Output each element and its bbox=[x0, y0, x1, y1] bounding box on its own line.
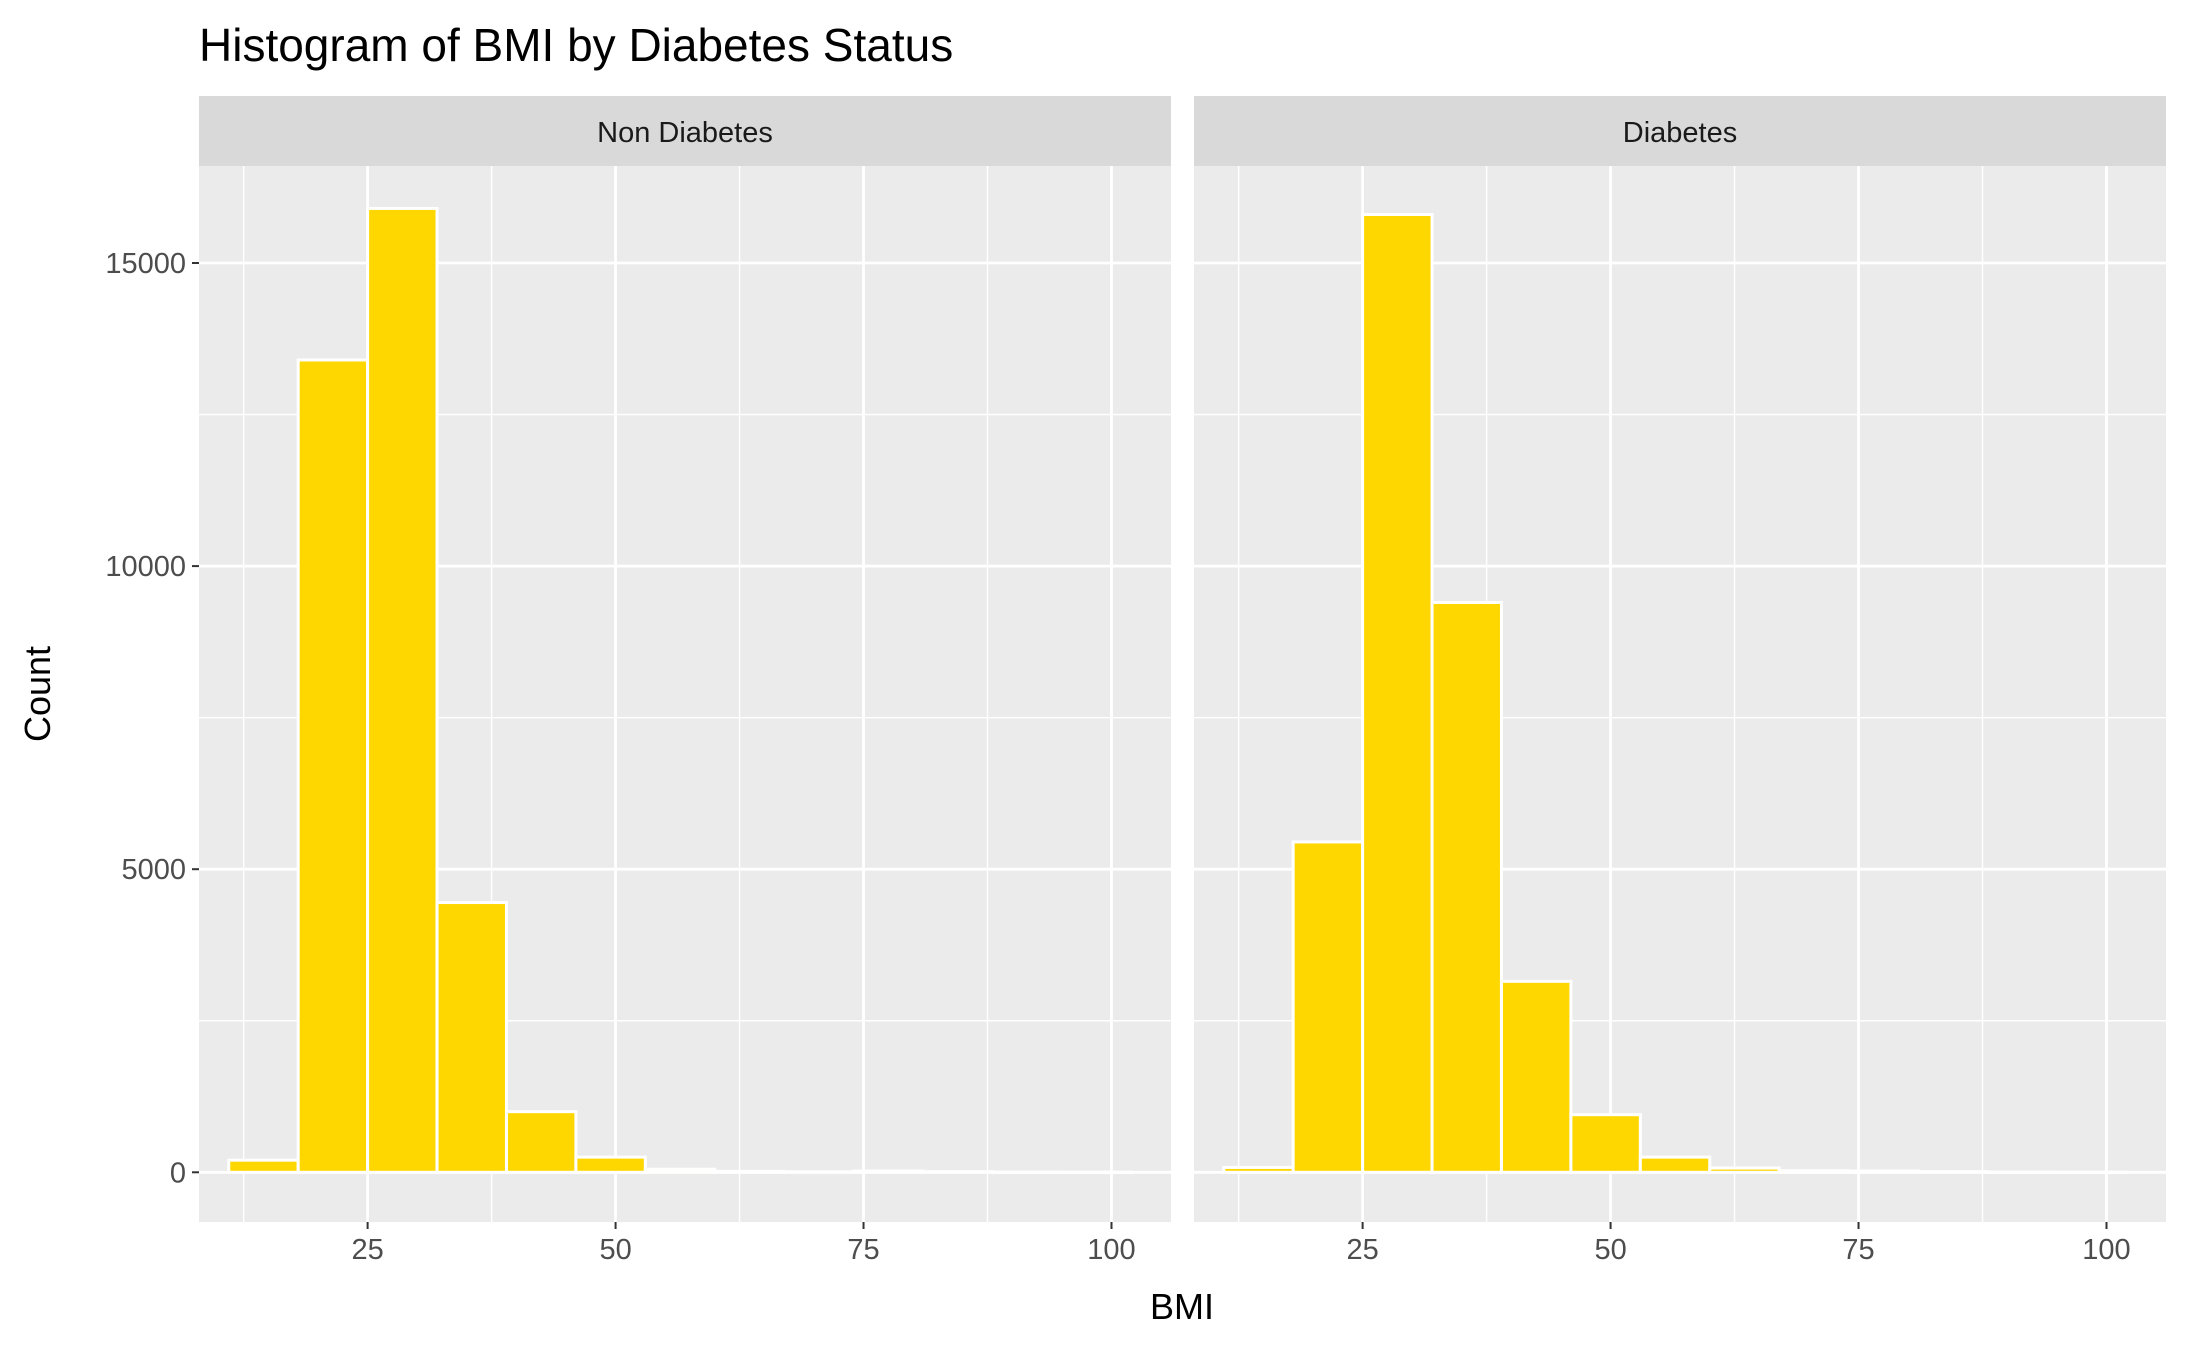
x-tick-label: 25 bbox=[1346, 1234, 1378, 1266]
histogram-bar bbox=[1060, 1170, 1133, 1175]
strip-label: Diabetes bbox=[1623, 117, 1737, 149]
facet-panels: Non Diabetes 25 50 75 100 Diabetes 25 50 75 100 bbox=[199, 96, 2166, 1266]
histogram-bar bbox=[643, 1167, 717, 1174]
x-axis-title: BMI bbox=[1150, 1286, 1214, 1327]
strip-label: Non Diabetes bbox=[597, 117, 773, 149]
histogram-bar bbox=[366, 206, 439, 1174]
histogram-bar bbox=[227, 1158, 300, 1174]
y-axis: 0 5000 10000 15000 bbox=[105, 248, 199, 1189]
x-tick-label: 75 bbox=[1842, 1234, 1874, 1266]
strip-background bbox=[199, 96, 1171, 166]
histogram-bar bbox=[1222, 1165, 1295, 1174]
histogram-bar bbox=[1291, 840, 1365, 1174]
histogram-bar bbox=[1777, 1169, 1851, 1174]
y-tick-label: 0 bbox=[170, 1157, 186, 1189]
histogram-bar bbox=[435, 901, 508, 1174]
x-tick-label: 100 bbox=[2082, 1234, 2130, 1266]
x-tick-label: 100 bbox=[1087, 1234, 1135, 1266]
histogram-bar bbox=[574, 1155, 647, 1174]
facet-panel-0: Non Diabetes 25 50 75 100 bbox=[199, 96, 1171, 1266]
histogram-bar bbox=[1361, 212, 1434, 1174]
histogram-bar bbox=[713, 1169, 786, 1174]
histogram-bar bbox=[1916, 1170, 1989, 1174]
strip-background bbox=[1194, 96, 2166, 166]
y-axis-title: Count bbox=[17, 646, 58, 742]
histogram-bar bbox=[921, 1170, 994, 1174]
y-tick-label: 15000 bbox=[105, 248, 186, 280]
histogram-bar bbox=[296, 358, 370, 1174]
histogram-bar bbox=[782, 1170, 856, 1174]
y-tick-label: 10000 bbox=[105, 551, 186, 583]
histogram-bar bbox=[2055, 1170, 2128, 1175]
chart-title: Histogram of BMI by Diabetes Status bbox=[199, 19, 953, 71]
histogram-bar bbox=[990, 1170, 1064, 1174]
histogram-bar bbox=[1638, 1155, 1712, 1174]
facet-panel-1: Diabetes 25 50 75 100 bbox=[1194, 96, 2166, 1266]
histogram-bar bbox=[504, 1110, 578, 1174]
histogram-bar bbox=[1499, 979, 1573, 1174]
histogram-bar bbox=[1708, 1166, 1781, 1174]
x-tick-label: 50 bbox=[599, 1234, 631, 1266]
x-tick-label: 25 bbox=[351, 1234, 383, 1266]
x-tick-label: 75 bbox=[847, 1234, 879, 1266]
x-tick-label: 50 bbox=[1594, 1234, 1626, 1266]
histogram-bar bbox=[852, 1169, 925, 1174]
histogram-bar bbox=[1985, 1170, 2059, 1174]
histogram-bar bbox=[1569, 1113, 1642, 1174]
histogram-bar bbox=[1430, 600, 1503, 1174]
histogram-bar bbox=[1847, 1169, 1920, 1174]
y-tick-label: 5000 bbox=[121, 854, 186, 886]
